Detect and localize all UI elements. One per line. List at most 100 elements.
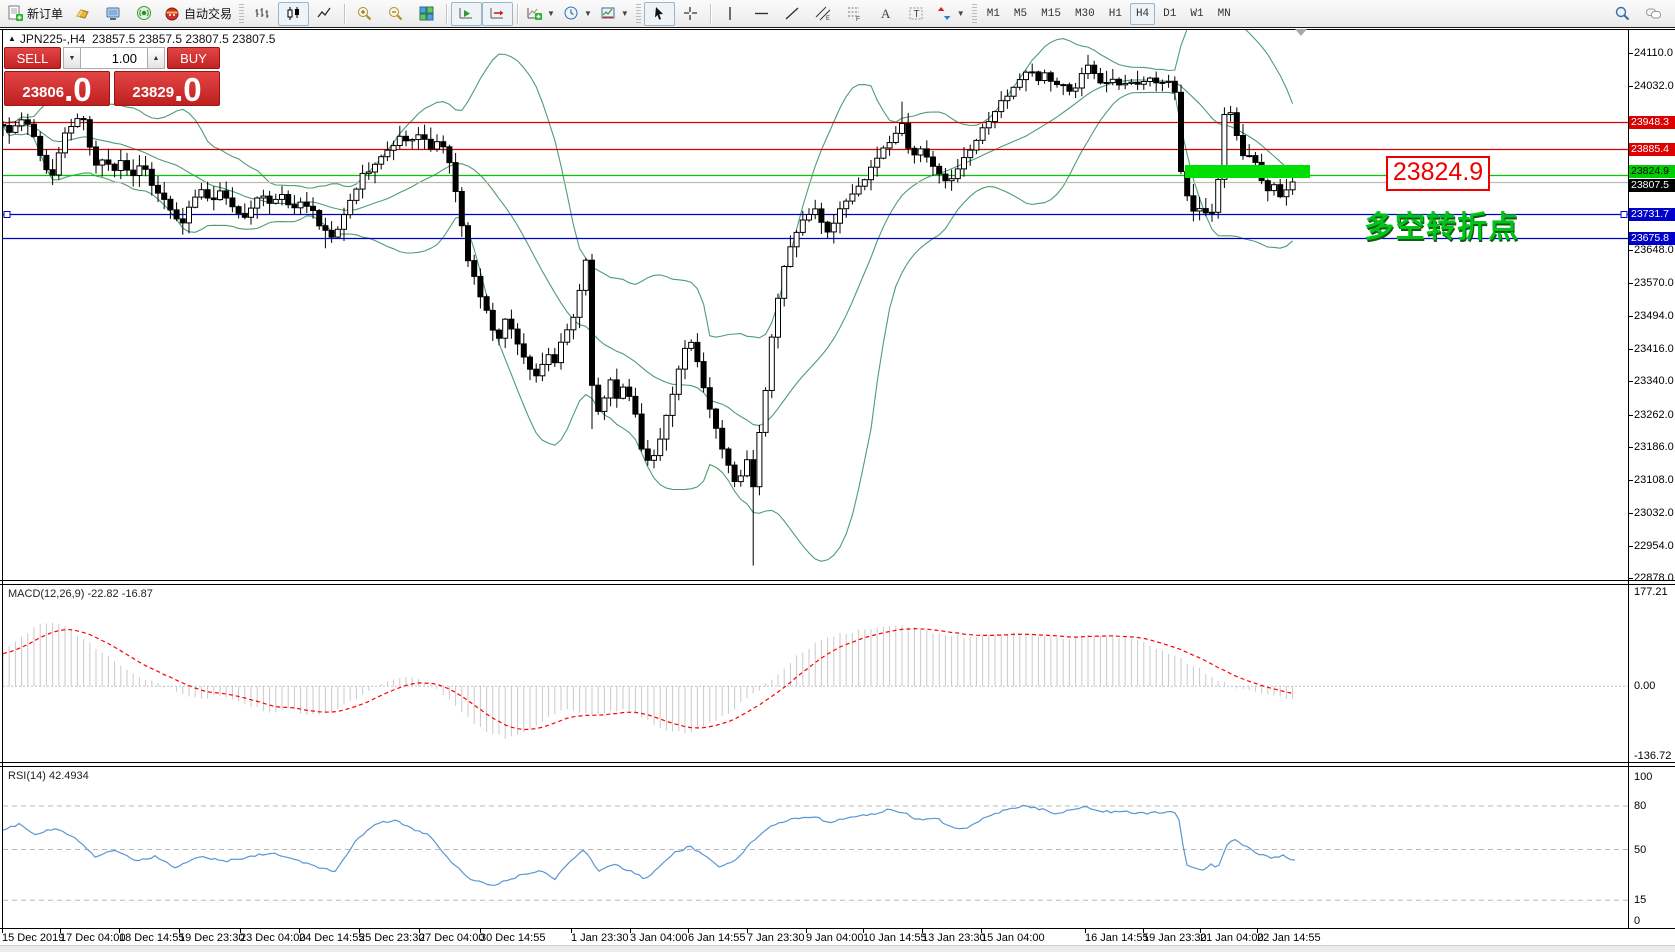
tile-windows-icon [418,5,435,22]
macd-label: MACD(12,26,9) -22.82 -16.87 [8,588,153,600]
periods-button[interactable]: ▼ [559,2,596,26]
line-chart-button[interactable] [309,2,340,26]
chevron-down-icon: ▼ [956,9,965,18]
status-bar [0,945,1675,952]
template-icon [600,5,617,22]
timeframe-bar: M1 M5 M15 M30 H1 H4 D1 W1 MN [980,2,1238,25]
vertical-line-icon [722,5,739,22]
timeframe-m1[interactable]: M1 [986,7,1000,20]
arrows-icon [936,5,953,22]
volume-input[interactable]: 1.00 [81,47,147,69]
cursor-icon [651,5,668,22]
crosshair-button[interactable] [675,2,706,26]
zoom-out-button[interactable] [380,2,411,26]
time-axis-label: 1 Jan 23:30 [571,932,629,944]
toolbar-grip [239,3,245,24]
time-axis-label: 6 Jan 14:55 [688,932,746,944]
timeframe-m15[interactable]: M15 [1041,7,1061,20]
clock-icon [563,5,580,22]
new-order-button[interactable]: 新订单 [3,2,67,26]
indicators-icon [526,5,543,22]
templates-button[interactable]: ▼ [596,2,633,26]
channel-button[interactable]: E [808,2,839,26]
channel-icon: E [815,5,832,22]
toolbar: 新订单 自动交易 ▼ ▼ ▼ E F A T ▼ M1 M5 M15 M30 H1 H4 D… [0,0,1675,28]
svg-text:E: E [826,16,830,22]
zoom-in-button[interactable] [349,2,380,26]
price-axis-tick: 24032.0 [1634,80,1674,92]
timeframe-w1[interactable]: W1 [1190,7,1204,20]
indicator-scale-label: 0 [1634,915,1641,927]
horizontal-line-button[interactable] [746,2,777,26]
buy-button[interactable]: BUY [167,47,220,69]
chart-shift-button[interactable] [482,1,514,26]
sell-price-display[interactable]: 23806.0 [4,71,110,106]
time-axis-label: 23 Dec 04:00 [240,932,306,944]
collapse-triangle-icon[interactable]: ▲ [8,34,16,43]
text-label-button[interactable]: T [901,2,932,26]
market-watch-button[interactable] [98,2,129,26]
time-axis-label: 19 Dec 23:30 [179,932,245,944]
search-icon [1614,5,1631,22]
chat-button[interactable] [1638,2,1669,26]
separator [344,3,346,24]
toolbar-grip [971,3,977,24]
arrows-button[interactable]: ▼ [932,2,969,26]
price-callout[interactable]: 23824.9 [1386,156,1490,191]
price-tag-green: 23824.9 [1629,165,1675,178]
chart-shift-icon [489,5,506,22]
timeframe-mn[interactable]: MN [1217,7,1231,20]
search-button[interactable] [1607,2,1638,26]
trendline-button[interactable] [777,2,808,26]
time-axis-label: 30 Dec 14:55 [480,932,546,944]
price-axis-tick: 23648.0 [1634,244,1674,256]
new-order-label: 新订单 [27,7,64,21]
price-tag-red: 23885.4 [1629,143,1675,156]
chevron-down-icon: ▼ [583,9,592,18]
auto-trading-button[interactable]: 自动交易 [160,2,236,26]
styler-button[interactable] [67,2,98,26]
chart-symbol: JPN225-,H4 [19,32,86,46]
svg-text:A: A [881,6,891,21]
timeframe-h1[interactable]: H1 [1108,7,1122,20]
timeframe-d1[interactable]: D1 [1163,7,1177,20]
sell-price-main: 23806 [22,84,65,101]
text-icon: A [877,5,894,22]
svg-text:T: T [913,9,919,20]
time-axis-label: 24 Dec 14:55 [299,932,365,944]
signal-icon [136,5,153,22]
volume-down-button[interactable]: ▼ [63,47,81,69]
vertical-line-button[interactable] [715,2,746,26]
new-order-icon [7,5,24,22]
buy-price-display[interactable]: 23829.0 [114,71,220,106]
timeframe-h4[interactable]: H4 [1129,2,1156,25]
text-button[interactable]: A [870,2,901,26]
sell-price-big: .0 [64,71,92,108]
volume-up-button[interactable]: ▲ [147,47,165,69]
zoom-out-icon [387,5,404,22]
timeframe-m5[interactable]: M5 [1013,7,1028,20]
indicators-button[interactable]: ▼ [522,2,559,26]
trendline-icon [784,5,801,22]
time-axis-label: 7 Jan 23:30 [747,932,805,944]
cursor-button[interactable] [643,1,675,26]
indicator-scale-label: 177.21 [1634,586,1668,598]
turning-point-annotation[interactable]: 多空转折点 [1364,211,1519,244]
chart-title: ▲ JPN225-,H4 23857.5 23857.5 23807.5 2380… [8,32,275,46]
chat-icon [1645,5,1662,22]
price-axis-tick: 23570.0 [1634,277,1674,289]
price-tag-blue: 23675.8 [1629,232,1675,245]
line-chart-icon [316,5,333,22]
bar-chart-button[interactable] [247,2,278,26]
buy-price-big: .0 [174,71,202,108]
fibonacci-button[interactable]: F [839,2,870,26]
candlestick-chart-button[interactable] [278,1,310,26]
sell-button[interactable]: SELL [4,47,61,69]
auto-scroll-button[interactable] [451,1,483,26]
timeframe-m30[interactable]: M30 [1074,7,1095,20]
time-axis-label: 10 Jan 14:55 [863,932,927,944]
time-axis-label: 18 Dec 14:55 [119,932,185,944]
tile-windows-button[interactable] [411,2,442,26]
chart-window: ▲ JPN225-,H4 23857.5 23857.5 23807.5 2380… [0,28,1675,951]
signals-button[interactable] [129,2,160,26]
